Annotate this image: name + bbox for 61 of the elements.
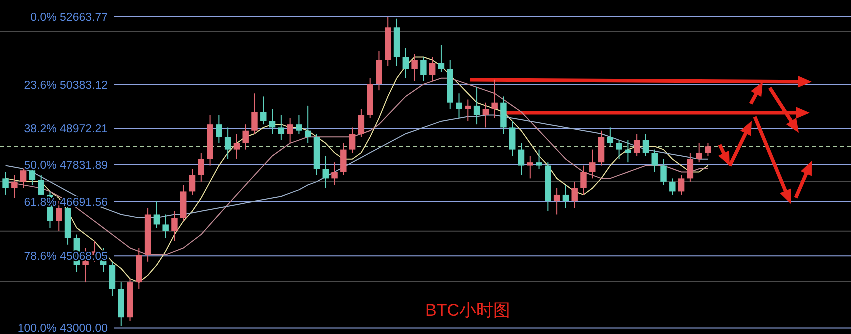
candlestick <box>634 133 640 157</box>
candlestick <box>189 168 196 196</box>
ref-line-label: 38.2% 48972.21 <box>24 124 108 136</box>
candlestick <box>216 114 222 144</box>
candlestick <box>154 201 160 229</box>
candlestick <box>242 124 249 150</box>
candlestick <box>269 108 276 134</box>
candlestick <box>412 54 418 82</box>
candlestick <box>465 99 472 122</box>
ref-line-label: 23.6% 50383.12 <box>24 80 108 92</box>
candlestick <box>296 114 302 134</box>
candlestick <box>420 56 427 82</box>
candlestick <box>590 149 596 180</box>
candlestick <box>527 156 534 180</box>
annotation: BTC小时图 <box>426 301 510 320</box>
candlestick <box>402 48 410 79</box>
candlestick <box>38 174 44 196</box>
candlestick <box>562 184 570 209</box>
candlestick <box>492 79 498 119</box>
candlestick <box>234 133 240 160</box>
candlestick <box>554 188 560 216</box>
candlestick <box>572 181 578 209</box>
candlestick <box>518 142 525 176</box>
ref-line-label: 50.0% 47831.89 <box>24 160 108 172</box>
candlestick <box>625 140 632 164</box>
candlestick <box>278 114 285 141</box>
candlestick <box>678 174 685 196</box>
candlestick <box>260 96 267 126</box>
candlestick <box>224 127 232 160</box>
candlestick <box>2 172 9 196</box>
candlestick <box>642 133 650 157</box>
candlestick <box>304 105 312 144</box>
candlestick <box>670 178 676 196</box>
candlestick <box>332 162 338 186</box>
candlestick <box>438 44 445 73</box>
candlestick <box>607 127 614 148</box>
candlestick <box>652 149 658 173</box>
candlestick <box>705 142 712 157</box>
candlestick <box>456 93 462 119</box>
candlestick <box>172 210 178 242</box>
candlestick <box>349 127 356 154</box>
candlestick <box>340 142 347 176</box>
candlestick <box>660 158 667 186</box>
candlestick <box>474 87 480 126</box>
candlestick <box>616 140 622 160</box>
candlestick <box>580 165 587 196</box>
candlestick <box>287 118 294 144</box>
candlestick <box>687 152 694 182</box>
candlestick <box>162 214 169 239</box>
candlestick <box>198 152 205 182</box>
candlestick <box>12 174 18 199</box>
ref-line-label: 0.0% 52663.77 <box>30 12 108 24</box>
candlestick <box>536 149 542 170</box>
candlestick <box>252 93 258 134</box>
candlestick <box>482 102 490 128</box>
candlestick <box>358 108 365 138</box>
ref-line-label: 100.0% 43000.00 <box>18 323 108 334</box>
candlestick <box>429 56 436 82</box>
candlestick <box>509 120 516 157</box>
candlestick <box>696 142 702 164</box>
candlestick <box>322 156 329 189</box>
